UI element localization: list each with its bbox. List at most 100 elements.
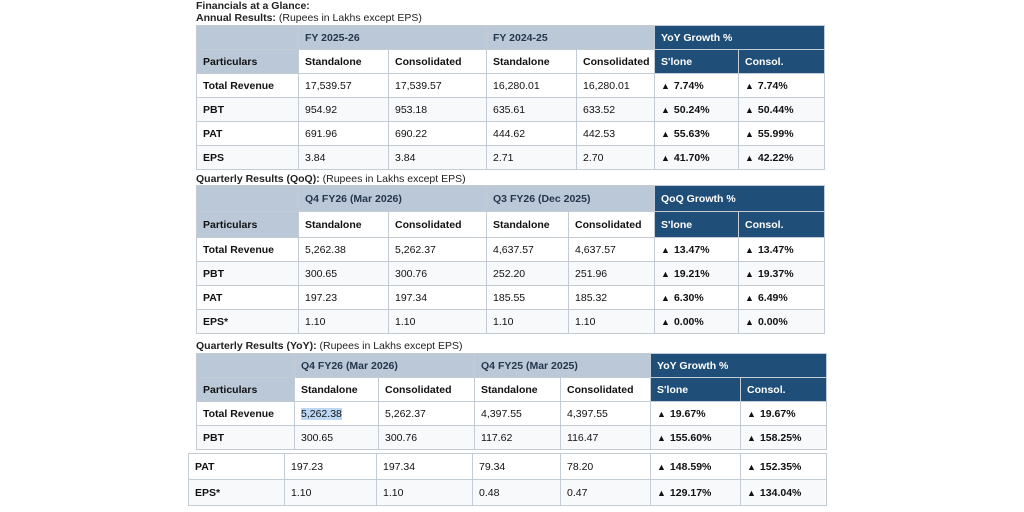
growth-value: 6.30% [673,291,704,304]
row-label: PAT [188,453,285,480]
qoq-p2-standalone-header: Standalone [486,211,570,238]
growth-cell: ▲ 19.67% [650,401,742,426]
qoq-heading: Quarterly Results (QoQ): (Rupees in Lakh… [196,173,466,185]
growth-value: 19.37% [757,267,794,280]
selected-text[interactable]: 5,262.38 [301,407,342,420]
row-label: PAT [196,285,299,310]
up-triangle-icon: ▲ [747,408,756,419]
cell-value: 0.47 [560,479,651,506]
cell-value: 2.70 [576,145,655,170]
growth-cell: ▲ 19.37% [738,261,826,286]
up-triangle-icon: ▲ [661,268,670,279]
up-triangle-icon: ▲ [661,244,670,255]
growth-value: 0.00% [673,315,704,328]
up-triangle-icon: ▲ [745,104,754,115]
annual-period2-header: FY 2024-25 [486,25,655,50]
qoq-particulars-header: Particulars [196,211,299,238]
growth-value: 0.00% [757,315,788,328]
growth-cell: ▲ 13.47% [654,237,740,262]
annual-p1-standalone-header: Standalone [298,49,389,74]
growth-value: 55.63% [673,127,710,140]
cell-value: 1.10 [486,309,570,334]
growth-value: 6.49% [757,291,788,304]
qoq-consol-header: Consol. [738,211,826,238]
qoq-p1-standalone-header: Standalone [298,211,389,238]
cell-value: 197.23 [298,285,389,310]
cell-value: 442.53 [576,121,655,146]
page-title: Financials at a Glance: [196,0,310,12]
yoy-period2-header: Q4 FY25 (Mar 2025) [474,353,652,378]
row-label: PBT [196,97,299,122]
growth-cell: ▲ 13.47% [738,237,826,262]
cell-value: 300.65 [294,425,379,450]
table-row: EPS* 1.10 1.10 0.48 0.47 ▲ 129.17% ▲ 134.0… [188,479,827,506]
table-row: Total Revenue 5,262.38 5,262.37 4,397.55… [196,401,828,426]
yoy-consol-header: Consol. [740,377,828,402]
table-row: EPS 3.84 3.84 2.71 2.70 ▲ 41.70% ▲ 42.22% [196,145,825,170]
cell-value: 1.10 [387,309,488,334]
row-label: Total Revenue [196,73,299,98]
cell-value: 4,637.57 [568,237,656,262]
up-triangle-icon: ▲ [747,461,756,472]
cell-value: 1.10 [298,309,389,334]
cell-value: 185.32 [568,285,656,310]
cell-value: 3.84 [298,145,389,170]
annual-heading: Annual Results: (Rupees in Lakhs except … [196,12,422,24]
cell-value[interactable]: 5,262.38 [294,401,379,426]
yoy-period1-header: Q4 FY26 (Mar 2026) [293,353,476,378]
up-triangle-icon: ▲ [661,316,670,327]
row-label: PBT [196,425,295,450]
yoy-growth-header: YoY Growth % [650,353,828,378]
up-triangle-icon: ▲ [661,104,670,115]
growth-cell: ▲ 6.49% [738,285,826,310]
cell-value: 251.96 [568,261,656,286]
growth-cell: ▲ 50.24% [654,97,739,122]
up-triangle-icon: ▲ [745,80,754,91]
annual-consol-header: Consol. [738,49,825,74]
up-triangle-icon: ▲ [661,292,670,303]
qoq-growth-header: QoQ Growth % [654,185,826,212]
up-triangle-icon: ▲ [661,128,670,139]
cell-value: 197.34 [376,453,473,480]
growth-cell: ▲ 19.21% [654,261,740,286]
growth-value: 13.47% [673,243,710,256]
growth-value: 134.04% [759,486,802,499]
growth-cell: ▲ 0.00% [738,309,826,334]
cell-value: 1.10 [376,479,473,506]
cell-value: 17,539.57 [298,73,389,98]
growth-cell: ▲ 7.74% [738,73,825,98]
cell-value: 116.47 [560,425,652,450]
annual-results-table: FY 2025-26 FY 2024-25 YoY Growth % Parti… [196,25,825,170]
cell-value: 4,637.57 [486,237,570,262]
cell-value: 954.92 [298,97,389,122]
growth-cell: ▲ 55.63% [654,121,739,146]
growth-value: 41.70% [673,151,710,164]
annual-particulars-header: Particulars [196,49,299,74]
annual-growth-header: YoY Growth % [654,25,825,50]
growth-cell: ▲ 0.00% [654,309,740,334]
up-triangle-icon: ▲ [745,128,754,139]
annual-p2-consolidated-header: Consolidated [576,49,655,74]
qoq-unit-note: (Rupees in Lakhs except EPS) [322,173,466,185]
qoq-period1-header: Q4 FY26 (Mar 2026) [297,185,488,212]
annual-p2-standalone-header: Standalone [486,49,577,74]
cell-value: 691.96 [298,121,389,146]
up-triangle-icon: ▲ [745,292,754,303]
growth-cell: ▲ 7.74% [654,73,739,98]
cell-value: 633.52 [576,97,655,122]
table-row: Total Revenue 5,262.38 5,262.37 4,637.57… [196,237,826,262]
table-row: PAT 197.23 197.34 79.34 78.20 ▲ 148.59% ▲… [188,453,827,480]
table-row: Total Revenue 17,539.57 17,539.57 16,280… [196,73,825,98]
growth-cell: ▲ 134.04% [740,479,827,506]
table-row: PBT 300.65 300.76 117.62 116.47 ▲ 155.60%… [196,425,828,450]
cell-value: 300.76 [377,425,476,450]
annual-p1-consolidated-header: Consolidated [388,49,487,74]
yoy-p2-consolidated-header: Consolidated [560,377,652,402]
growth-value: 148.59% [669,460,712,473]
growth-cell: ▲ 155.60% [650,425,742,450]
cell-value: 300.76 [387,261,488,286]
annual-period1-header: FY 2025-26 [298,25,487,50]
yoy-corner-cell [196,353,295,378]
up-triangle-icon: ▲ [661,152,670,163]
growth-value: 13.47% [757,243,794,256]
